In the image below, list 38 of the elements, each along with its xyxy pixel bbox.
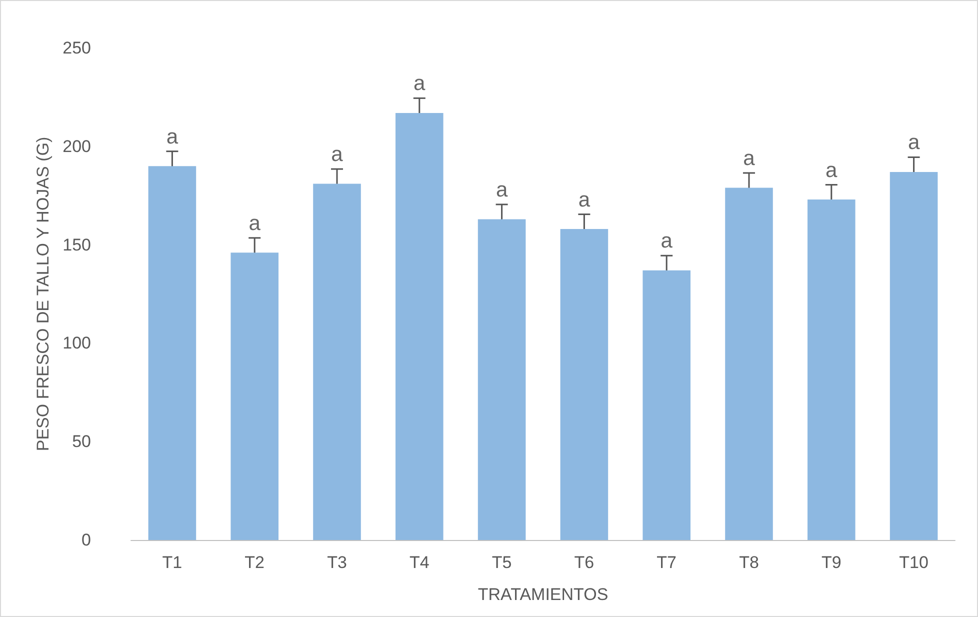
bar <box>890 172 938 540</box>
y-tick-label: 150 <box>62 235 91 254</box>
bar <box>313 184 361 540</box>
bar <box>396 112 444 540</box>
x-axis-title: TRATAMIENTOS <box>478 585 608 604</box>
y-tick-label: 0 <box>82 530 91 550</box>
x-tick-label: T4 <box>409 553 430 572</box>
data-label: a <box>743 146 756 170</box>
y-tick-label: 250 <box>62 38 91 58</box>
data-label: a <box>414 72 426 96</box>
bar <box>478 219 526 540</box>
x-tick-label: T8 <box>739 553 759 572</box>
data-label: a <box>826 158 838 182</box>
bar <box>148 166 196 540</box>
data-label: a <box>660 230 673 253</box>
y-tick-label: 200 <box>62 136 91 156</box>
x-tick-label: T5 <box>492 553 512 572</box>
bar <box>808 200 856 540</box>
data-label: a <box>331 143 344 166</box>
x-tick-label: T3 <box>327 553 347 572</box>
x-tick-label: T1 <box>162 553 182 572</box>
x-tick-label: T2 <box>244 553 265 572</box>
x-tick-label: T7 <box>656 553 677 572</box>
bar <box>725 188 773 540</box>
data-label: a <box>908 131 920 154</box>
bar <box>560 229 608 540</box>
bar <box>642 270 690 540</box>
y-tick-label: 100 <box>62 334 91 353</box>
x-tick-label: T10 <box>899 553 928 572</box>
data-label: a <box>166 125 178 148</box>
y-tick-label: 50 <box>72 432 91 452</box>
bar <box>230 252 278 540</box>
x-tick-label: T6 <box>574 553 594 572</box>
data-label: a <box>578 188 590 212</box>
data-label: a <box>248 212 261 235</box>
x-tick-label: T9 <box>821 553 842 572</box>
data-label: a <box>496 178 508 202</box>
y-axis-title: PESO FRESCO DE TALLO Y HOJAS (G) <box>34 136 53 452</box>
